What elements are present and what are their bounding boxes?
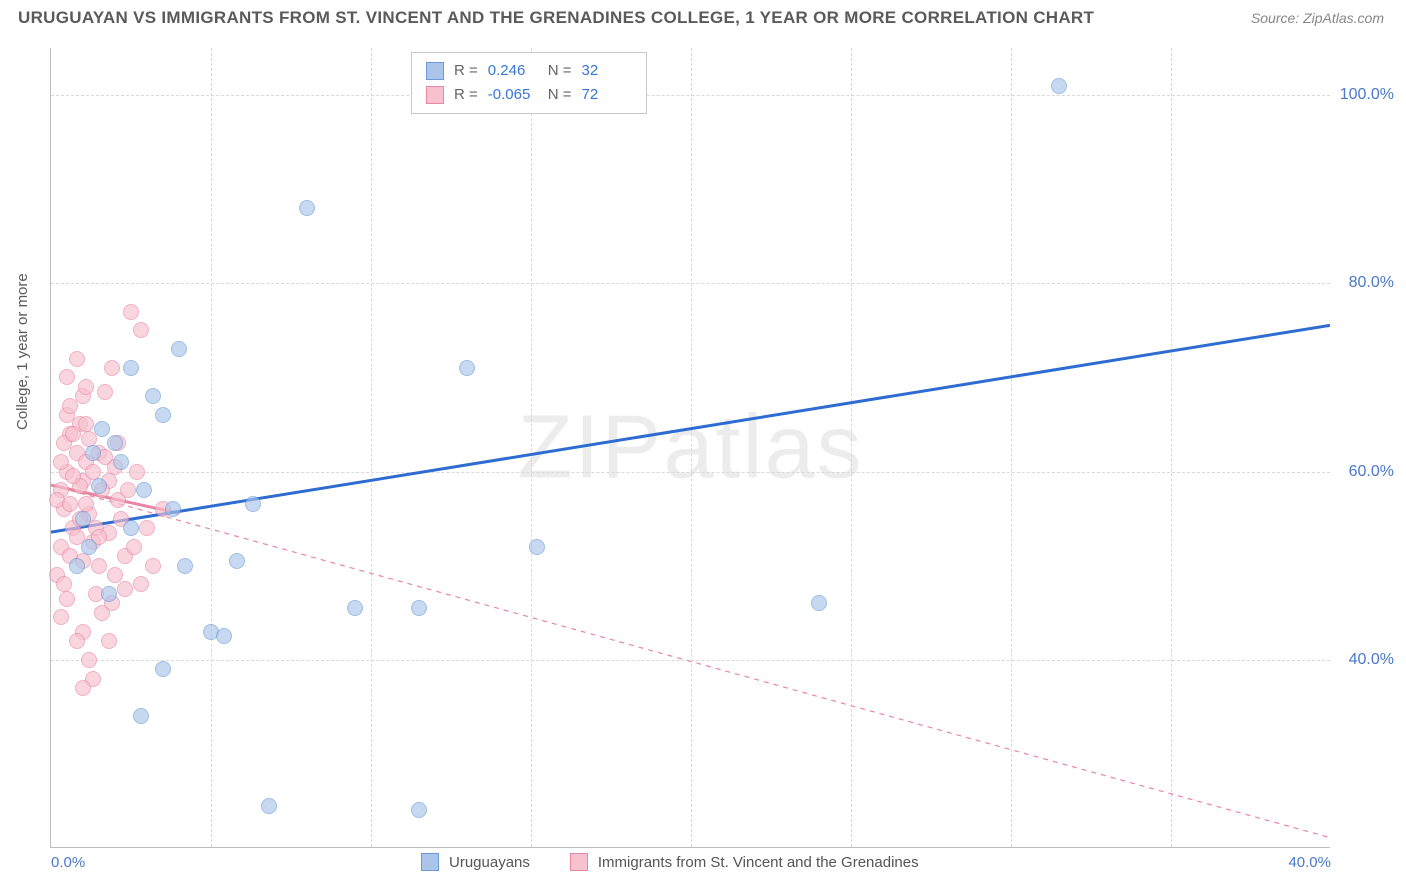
swatch-a-icon xyxy=(426,62,444,80)
data-point xyxy=(91,478,107,494)
data-point xyxy=(69,633,85,649)
data-point xyxy=(145,558,161,574)
stat-r-b: -0.065 xyxy=(488,83,538,107)
data-point xyxy=(97,384,113,400)
data-point xyxy=(107,435,123,451)
data-point xyxy=(65,468,81,484)
data-point xyxy=(133,708,149,724)
data-point xyxy=(139,520,155,536)
chart-title: URUGUAYAN VS IMMIGRANTS FROM ST. VINCENT… xyxy=(18,8,1094,28)
data-point xyxy=(101,633,117,649)
data-point xyxy=(81,539,97,555)
legend-a-label: Uruguayans xyxy=(449,854,530,871)
data-point xyxy=(459,360,475,376)
data-point xyxy=(155,407,171,423)
data-point xyxy=(69,558,85,574)
data-point xyxy=(245,496,261,512)
data-point xyxy=(261,798,277,814)
data-point xyxy=(411,600,427,616)
bottom-legend: Uruguayans Immigrants from St. Vincent a… xyxy=(421,853,919,871)
data-point xyxy=(299,200,315,216)
data-point xyxy=(53,609,69,625)
data-point xyxy=(133,322,149,338)
y-axis-label: College, 1 year or more xyxy=(14,273,31,430)
legend-stats-row-a: R = 0.246 N = 32 xyxy=(426,59,632,83)
data-point xyxy=(59,591,75,607)
data-point xyxy=(529,539,545,555)
source-label: Source: ZipAtlas.com xyxy=(1251,10,1384,26)
swatch-b-icon xyxy=(426,86,444,104)
data-point xyxy=(155,661,171,677)
y-tick-label: 100.0% xyxy=(1340,86,1394,104)
data-point xyxy=(81,652,97,668)
data-point xyxy=(117,581,133,597)
y-tick-label: 80.0% xyxy=(1349,274,1394,292)
stat-r-a: 0.246 xyxy=(488,59,538,83)
stat-n-label: N = xyxy=(548,83,572,107)
data-point xyxy=(75,511,91,527)
data-point xyxy=(126,539,142,555)
data-point xyxy=(216,628,232,644)
data-point xyxy=(133,576,149,592)
data-point xyxy=(91,558,107,574)
x-tick-label: 40.0% xyxy=(1288,854,1331,871)
data-point xyxy=(129,464,145,480)
data-point xyxy=(113,454,129,470)
data-point xyxy=(347,600,363,616)
plot-area: ZIPatlas 40.0%60.0%80.0%100.0%0.0%40.0% … xyxy=(50,48,1330,848)
data-point xyxy=(811,595,827,611)
x-tick-label: 0.0% xyxy=(51,854,85,871)
data-point xyxy=(101,586,117,602)
data-point xyxy=(78,379,94,395)
data-point xyxy=(59,369,75,385)
stat-n-label: N = xyxy=(548,59,572,83)
data-point xyxy=(171,341,187,357)
data-point xyxy=(53,454,69,470)
data-point xyxy=(85,445,101,461)
data-point xyxy=(229,553,245,569)
data-point xyxy=(177,558,193,574)
data-point xyxy=(104,360,120,376)
data-point xyxy=(62,398,78,414)
stat-r-label: R = xyxy=(454,83,478,107)
stat-n-a: 32 xyxy=(582,59,632,83)
legend-stats-box: R = 0.246 N = 32 R = -0.065 N = 72 xyxy=(411,52,647,114)
y-tick-label: 40.0% xyxy=(1349,651,1394,669)
data-point xyxy=(78,416,94,432)
stat-n-b: 72 xyxy=(582,83,632,107)
data-point xyxy=(136,482,152,498)
data-point xyxy=(69,351,85,367)
swatch-b-icon xyxy=(570,853,588,871)
data-point xyxy=(123,520,139,536)
data-point xyxy=(62,496,78,512)
stat-r-label: R = xyxy=(454,59,478,83)
data-point xyxy=(165,501,181,517)
data-point xyxy=(145,388,161,404)
legend-stats-row-b: R = -0.065 N = 72 xyxy=(426,83,632,107)
swatch-a-icon xyxy=(421,853,439,871)
data-point xyxy=(107,567,123,583)
data-point xyxy=(75,680,91,696)
data-point xyxy=(411,802,427,818)
data-point xyxy=(123,304,139,320)
legend-b-label: Immigrants from St. Vincent and the Gren… xyxy=(598,854,919,871)
data-point xyxy=(120,482,136,498)
data-point xyxy=(123,360,139,376)
y-tick-label: 60.0% xyxy=(1349,463,1394,481)
data-point xyxy=(1051,78,1067,94)
data-point xyxy=(94,421,110,437)
